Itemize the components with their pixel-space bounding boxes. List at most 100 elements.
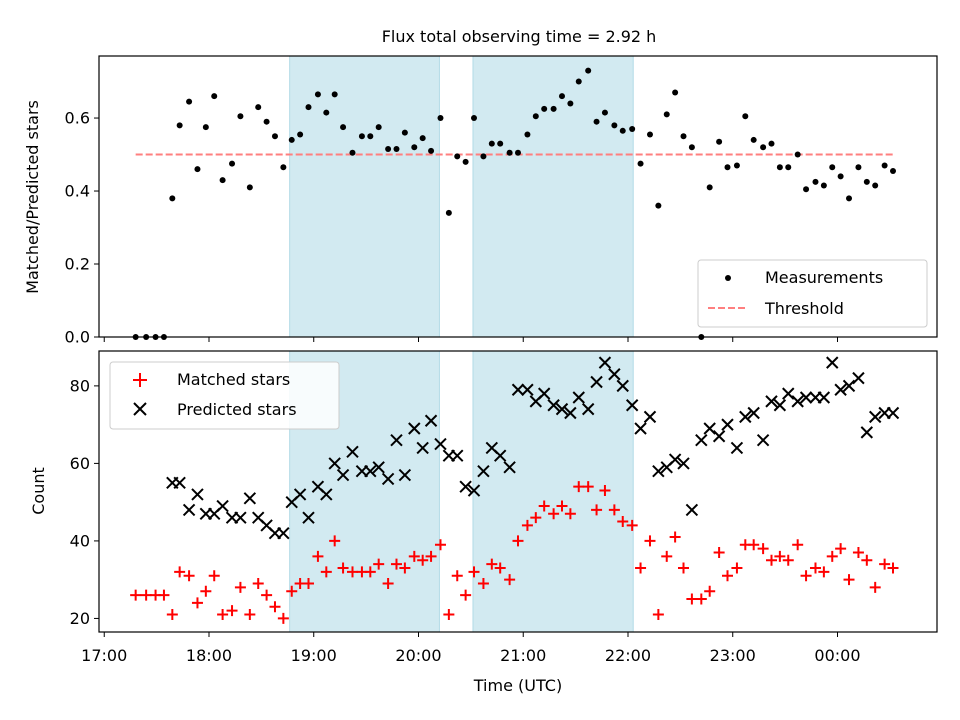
matched-star-point	[686, 593, 698, 605]
matched-star-point	[765, 554, 777, 566]
measurement-point	[471, 115, 478, 122]
matched-star-point	[573, 481, 585, 493]
measurement-point	[724, 164, 731, 171]
matched-star-point	[320, 566, 332, 578]
predicted-star-point	[799, 391, 813, 404]
predicted-star-point	[503, 461, 516, 474]
matched-star-point	[852, 547, 864, 559]
measurement-point	[349, 149, 356, 156]
matched-star-point	[564, 508, 576, 520]
predicted-star-point	[398, 468, 412, 482]
measurement-point	[829, 164, 836, 171]
measurement-point	[340, 124, 347, 131]
matched-star-point	[661, 550, 673, 562]
x-tick-label: 00:00	[814, 646, 860, 665]
x-tick-label: 22:00	[605, 646, 651, 665]
matched-star-point	[635, 562, 647, 574]
matched-star-point	[782, 554, 794, 566]
matched-star-point	[704, 585, 716, 597]
predicted-star-point	[173, 476, 186, 489]
measurement-point	[401, 129, 408, 136]
predicted-star-point	[712, 430, 726, 443]
predicted-star-point	[817, 391, 831, 404]
matched-star-point	[617, 516, 629, 528]
measurement-point	[454, 153, 461, 160]
predicted-star-point	[451, 449, 464, 462]
measurement-point	[445, 209, 452, 216]
matched-star-point	[626, 519, 638, 531]
matched-star-point	[826, 550, 838, 562]
predicted-star-point	[598, 356, 612, 369]
matched-star-point	[713, 547, 725, 559]
predicted-star-point	[886, 406, 900, 420]
measurement-point	[375, 124, 382, 131]
matched-star-point	[183, 570, 195, 582]
measurement-point	[323, 109, 330, 116]
matched-star-point	[434, 539, 446, 551]
y-tick-label: 0.2	[65, 255, 90, 274]
matched-star-point	[252, 578, 264, 590]
matched-star-point	[556, 500, 568, 512]
predicted-star-point	[547, 399, 560, 412]
matched-star-point	[861, 554, 873, 566]
matched-star-point	[408, 550, 420, 562]
top-x-ticks	[103, 337, 838, 342]
bottom-points-predicted	[166, 356, 900, 540]
measurement-point	[558, 93, 565, 100]
chart-title: Flux total observing time = 2.92 h	[382, 27, 657, 46]
predicted-star-point	[826, 356, 839, 369]
predicted-star-point	[493, 449, 507, 462]
x-tick-label: 17:00	[81, 646, 127, 665]
matched-star-point	[678, 562, 690, 574]
predicted-star-point	[581, 402, 595, 416]
predicted-star-point	[416, 441, 429, 455]
predicted-star-point	[537, 387, 551, 400]
measurement-point	[411, 144, 418, 151]
y-tick-label: 40	[70, 531, 90, 550]
matched-star-point	[373, 558, 385, 570]
bottom-axes-frame	[98, 350, 938, 633]
measurement-point	[776, 164, 783, 171]
predicted-star-point	[721, 418, 734, 431]
top-axes-frame	[98, 55, 938, 338]
predicted-star-point	[459, 480, 472, 493]
measurement-point	[716, 138, 723, 145]
matched-star-point	[443, 609, 455, 621]
measurement-point	[202, 124, 209, 131]
measurement-point	[462, 158, 469, 165]
measurement-point	[480, 153, 487, 160]
measurement-point	[186, 98, 193, 105]
matched-star-point	[158, 589, 170, 601]
measurement-point	[593, 118, 600, 125]
matched-star-point	[800, 570, 812, 582]
measurement-point	[706, 184, 713, 191]
measurement-point	[680, 133, 687, 140]
measurement-point	[742, 113, 749, 120]
matched-star-point	[140, 589, 152, 601]
matched-star-point	[818, 566, 830, 578]
predicted-star-point	[191, 488, 204, 501]
top-shading	[289, 55, 634, 338]
matched-star-point	[494, 562, 506, 574]
matched-star-point	[792, 539, 804, 551]
shaded-interval	[289, 55, 440, 338]
measurement-point	[733, 162, 740, 169]
predicted-star-point	[234, 511, 247, 524]
predicted-star-point	[390, 433, 403, 447]
matched-star-point	[608, 504, 620, 516]
measurement-point	[672, 89, 679, 96]
measurement-point	[288, 136, 295, 143]
matched-star-point	[226, 605, 238, 617]
top-panel: 0.0 0.2 0.4 0.6 Matched/Predicted stars Mea…	[23, 55, 938, 347]
measurement-point	[655, 202, 662, 209]
predicted-star-point	[634, 422, 647, 435]
measurement-point	[794, 151, 801, 158]
matched-star-point	[329, 535, 341, 547]
measurement-point	[532, 113, 539, 120]
matched-star-point	[521, 519, 533, 531]
measurement-point	[619, 127, 626, 134]
legend-measurements-marker	[725, 275, 731, 281]
x-tick-label: 20:00	[395, 646, 441, 665]
x-tick-label: 21:00	[500, 646, 546, 665]
